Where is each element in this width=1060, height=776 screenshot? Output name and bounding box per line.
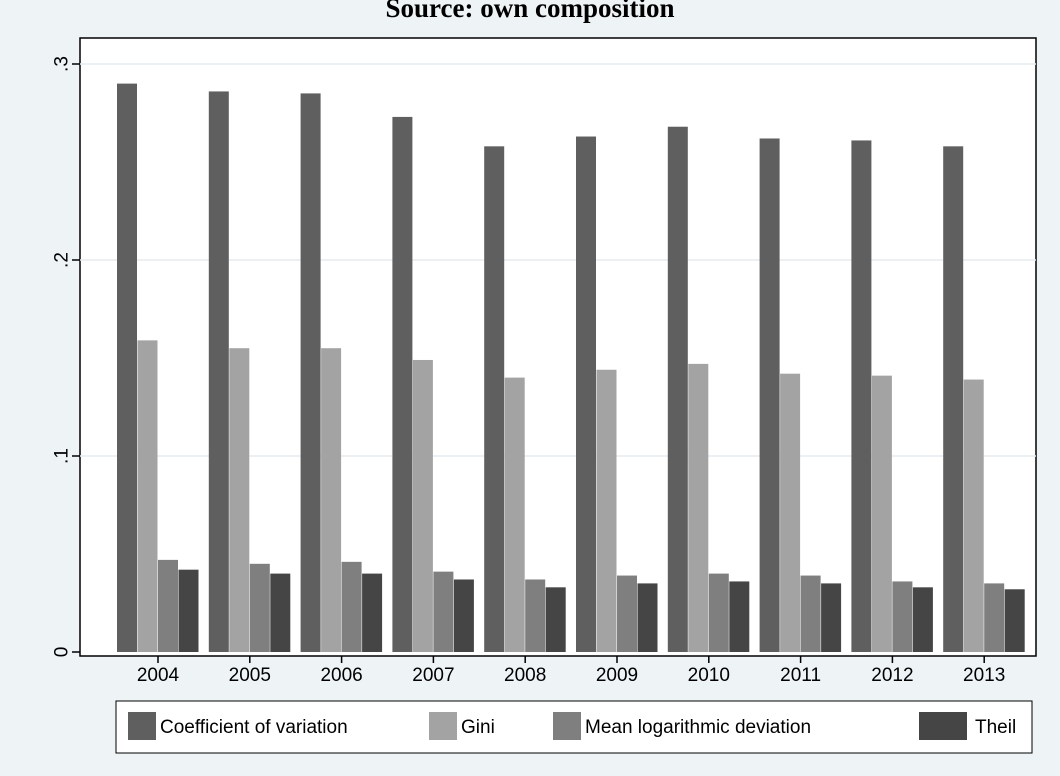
legend-swatch [919,712,967,740]
bar [392,116,413,653]
x-tick-label: 2012 [871,665,913,686]
bar [688,363,709,652]
bar [637,583,658,652]
bar [545,587,566,652]
y-axis: 0 .1 .2 .3 [52,56,80,658]
bar [759,138,780,653]
bar [943,146,964,652]
legend-label: Gini [461,717,495,738]
x-tick-label: 2006 [320,665,362,686]
bar [208,91,229,652]
bar [178,569,199,652]
bar [576,136,596,652]
bar [412,359,433,652]
bar [249,563,270,652]
bar [158,559,178,652]
legend-swatch [429,712,457,740]
bar [117,83,137,653]
bar [821,583,842,652]
bar [729,581,750,652]
bar [912,587,933,652]
bars [117,83,1025,653]
bar [362,573,383,652]
legend-swatch [128,712,156,740]
x-tick-label: 2004 [137,665,180,686]
bar [667,126,688,653]
bar [300,93,321,652]
bar [341,561,362,652]
x-tick-label: 2005 [229,665,271,686]
legend: Coefficient of variation Gini Mean logarit… [115,700,1033,754]
x-tick-label: 2013 [963,665,1005,686]
x-axis: 2004 2005 2006 2007 2008 2009 2010 2011 2012 2013 [137,656,1005,686]
bar [780,373,801,652]
bar [708,573,729,652]
legend-swatch [553,712,581,740]
x-tick-label: 2009 [596,665,638,686]
bar [596,369,617,652]
y-tick-label: 0 [52,647,73,658]
bar [270,573,291,652]
legend-label: Theil [975,717,1016,738]
bar [984,583,1005,652]
bar [433,571,454,652]
bar [871,375,892,652]
bar [1004,589,1025,652]
bar [453,579,474,652]
bar [851,140,872,652]
y-tick-label: .2 [52,252,73,268]
figure-caption: Source: own composition [385,0,675,23]
y-tick-label: .3 [52,56,73,72]
x-tick-label: 2010 [688,665,730,686]
bar [321,348,342,652]
x-tick-label: 2011 [780,665,821,686]
y-tick-label: .1 [52,448,73,464]
bar [229,348,250,652]
bar [963,379,984,652]
x-tick-label: 2008 [504,665,546,686]
bar [892,581,913,652]
bar [504,377,525,652]
x-tick-label: 2007 [412,665,454,686]
bar [525,579,546,652]
legend-label: Mean logarithmic deviation [585,717,811,738]
bar [617,575,637,652]
legend-label: Coefficient of variation [160,717,348,738]
bar [484,146,505,652]
bar [800,575,821,652]
bar [137,340,158,652]
